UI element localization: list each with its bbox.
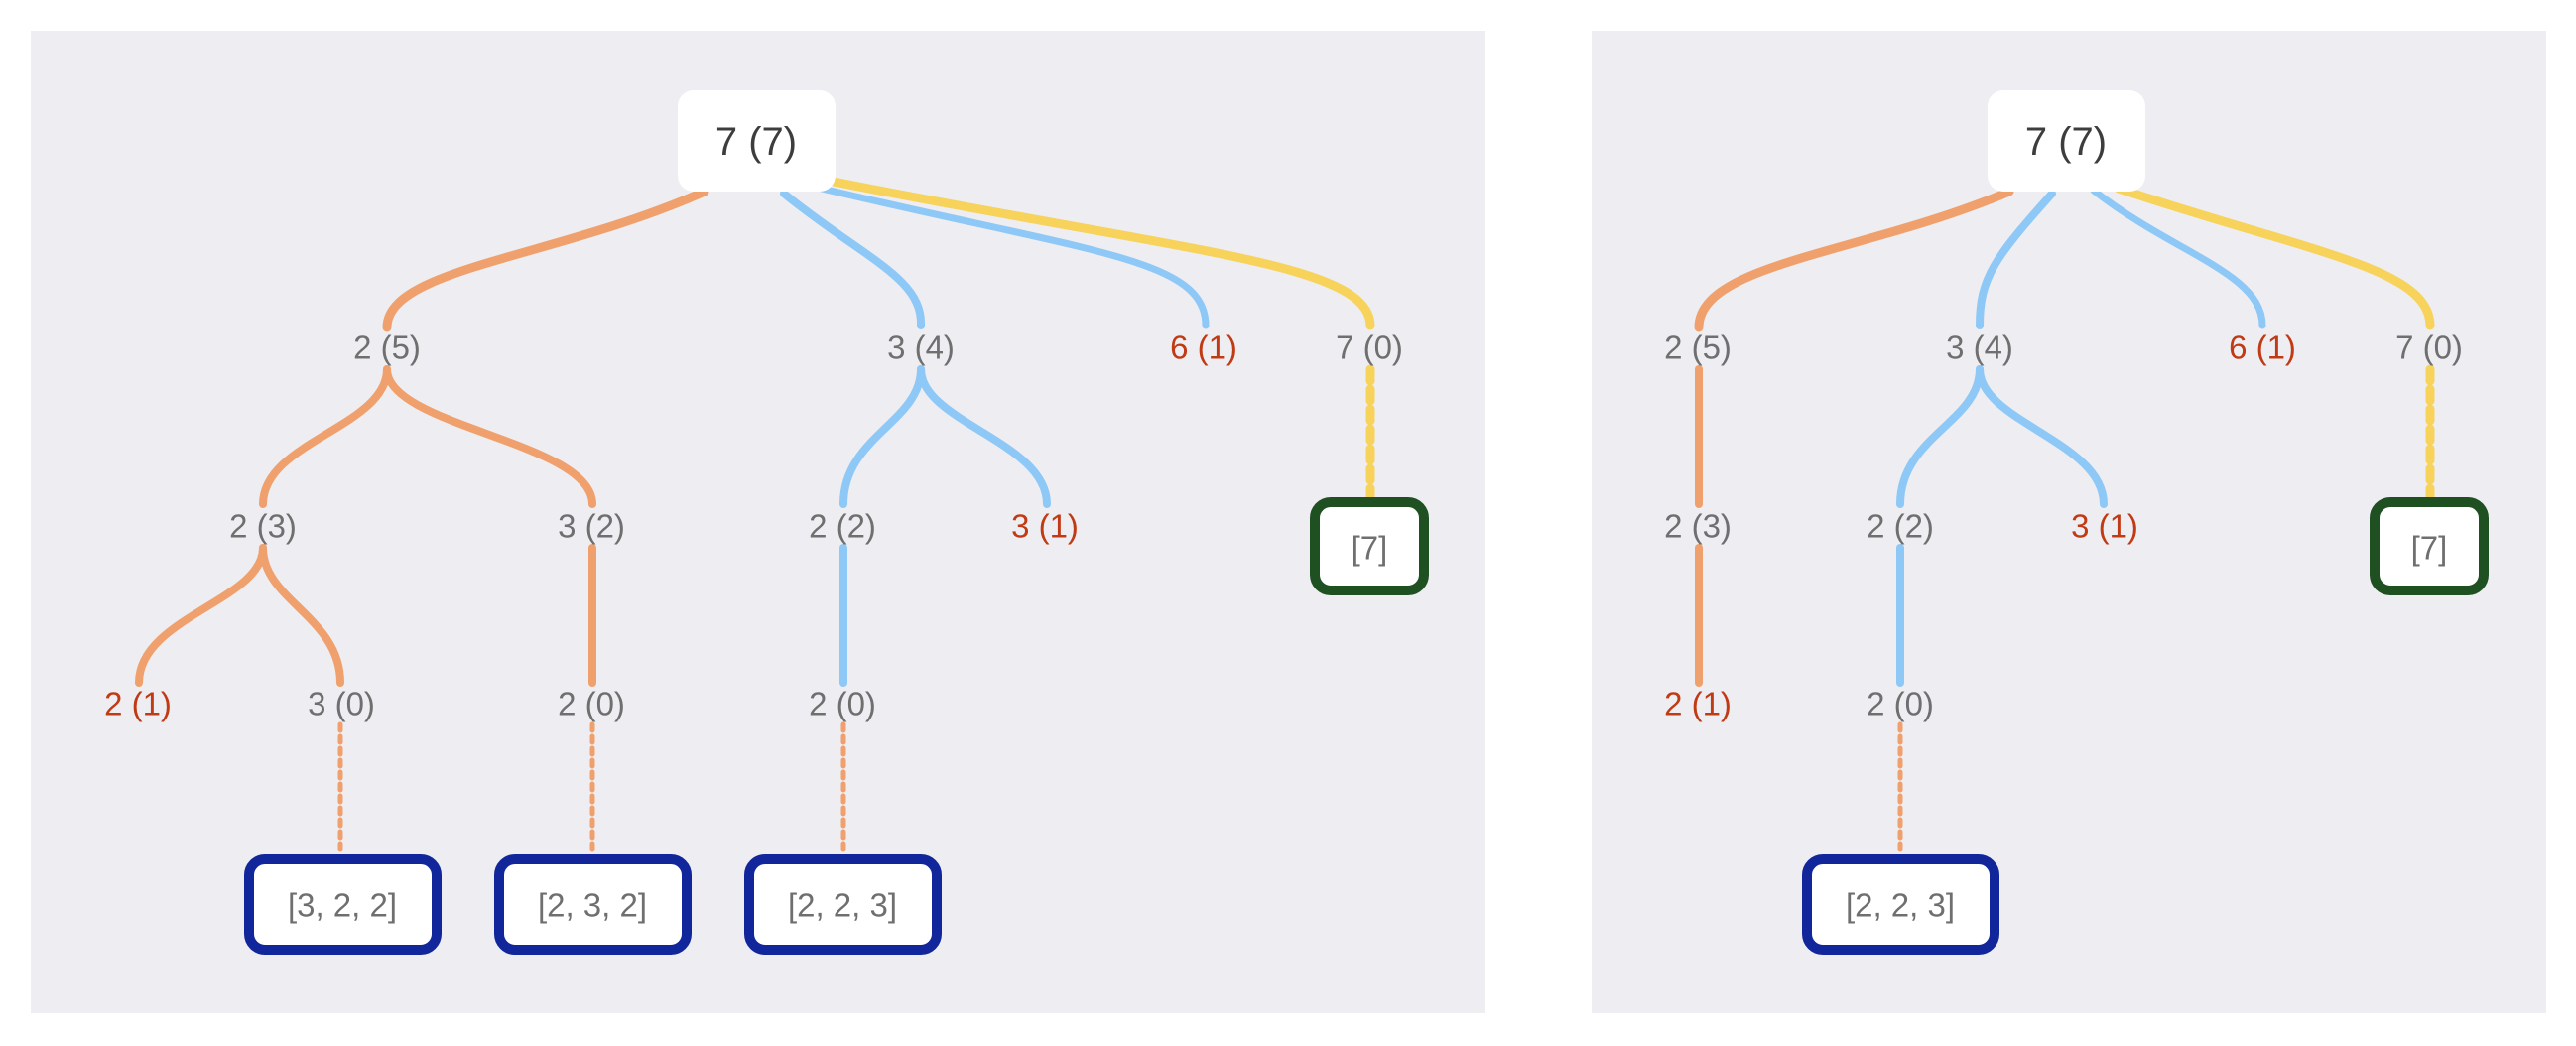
tree-node: 2 (5) — [353, 329, 421, 366]
root-label: 7 (7) — [2025, 120, 2107, 164]
result-label: [7] — [1352, 530, 1388, 567]
tree-node: 2 (0) — [558, 686, 625, 722]
tree-node-dead: 3 (1) — [1011, 508, 1079, 545]
tree-node: 2 (5) — [1664, 329, 1732, 366]
edge-3-4-2-2 — [839, 365, 925, 508]
result-label: [2, 3, 2] — [538, 887, 647, 924]
tree-node: 7 (0) — [1336, 329, 1403, 366]
edge-root-7-0 — [2114, 184, 2435, 330]
result-box-blue: [2, 2, 3] — [744, 854, 942, 955]
edge-3-4-3-1 — [1976, 365, 2108, 508]
left-panel — [31, 31, 1485, 1013]
right-root-node: 7 (7) — [1988, 90, 2145, 192]
result-label: [7] — [2411, 530, 2448, 567]
edge-2-5-2-3 — [259, 365, 391, 508]
result-box-blue: [2, 3, 2] — [494, 854, 692, 955]
tree-node: 3 (0) — [308, 686, 375, 722]
edge-2-3-3-0 — [259, 544, 344, 687]
tree-node-dead: 2 (1) — [1664, 686, 1732, 722]
tree-node: 3 (4) — [887, 329, 955, 366]
tree-node: 3 (4) — [1946, 329, 2013, 366]
edge-root-2-5 — [1694, 187, 2014, 332]
tree-node: 7 (0) — [2395, 329, 2463, 366]
tree-node-dead: 2 (1) — [104, 686, 172, 722]
tree-node-dead: 6 (1) — [2229, 329, 2296, 366]
edge-2-3-2-1 — [135, 544, 267, 687]
tree-node: 2 (3) — [229, 508, 297, 545]
tree-node-dead: 6 (1) — [1170, 329, 1237, 366]
edge-root-6-1 — [810, 183, 1210, 329]
edge-root-2-5 — [382, 187, 709, 332]
tree-node: 2 (3) — [1664, 508, 1732, 545]
result-box-blue: [2, 2, 3] — [1802, 854, 1999, 955]
edge-3-4-3-1 — [917, 365, 1051, 508]
result-box-green: [7] — [1310, 497, 1429, 595]
edge-root-6-1 — [2090, 187, 2266, 329]
result-label: [2, 2, 3] — [1846, 887, 1955, 924]
left-root-node: 7 (7) — [678, 90, 836, 192]
right-edges — [1694, 184, 2435, 856]
tree-node-dead: 3 (1) — [2071, 508, 2138, 545]
edge-2-5-3-2 — [383, 365, 596, 508]
result-label: [2, 2, 3] — [788, 887, 897, 924]
edge-3-4-2-2 — [1896, 365, 1984, 508]
result-box-blue: [3, 2, 2] — [244, 854, 442, 955]
tree-node: 2 (0) — [809, 686, 876, 722]
tree-node: 2 (0) — [1867, 686, 1934, 722]
edge-root-3-4 — [780, 190, 926, 329]
result-label: [3, 2, 2] — [288, 887, 397, 924]
tree-node: 2 (2) — [1867, 508, 1934, 545]
tree-node: 3 (2) — [558, 508, 625, 545]
result-box-green: [7] — [2370, 497, 2489, 595]
tree-node: 2 (2) — [809, 508, 876, 545]
edge-root-7-0 — [824, 176, 1375, 330]
left-edges — [135, 176, 1375, 856]
edge-root-3-4 — [1976, 190, 2056, 329]
root-label: 7 (7) — [715, 120, 797, 164]
